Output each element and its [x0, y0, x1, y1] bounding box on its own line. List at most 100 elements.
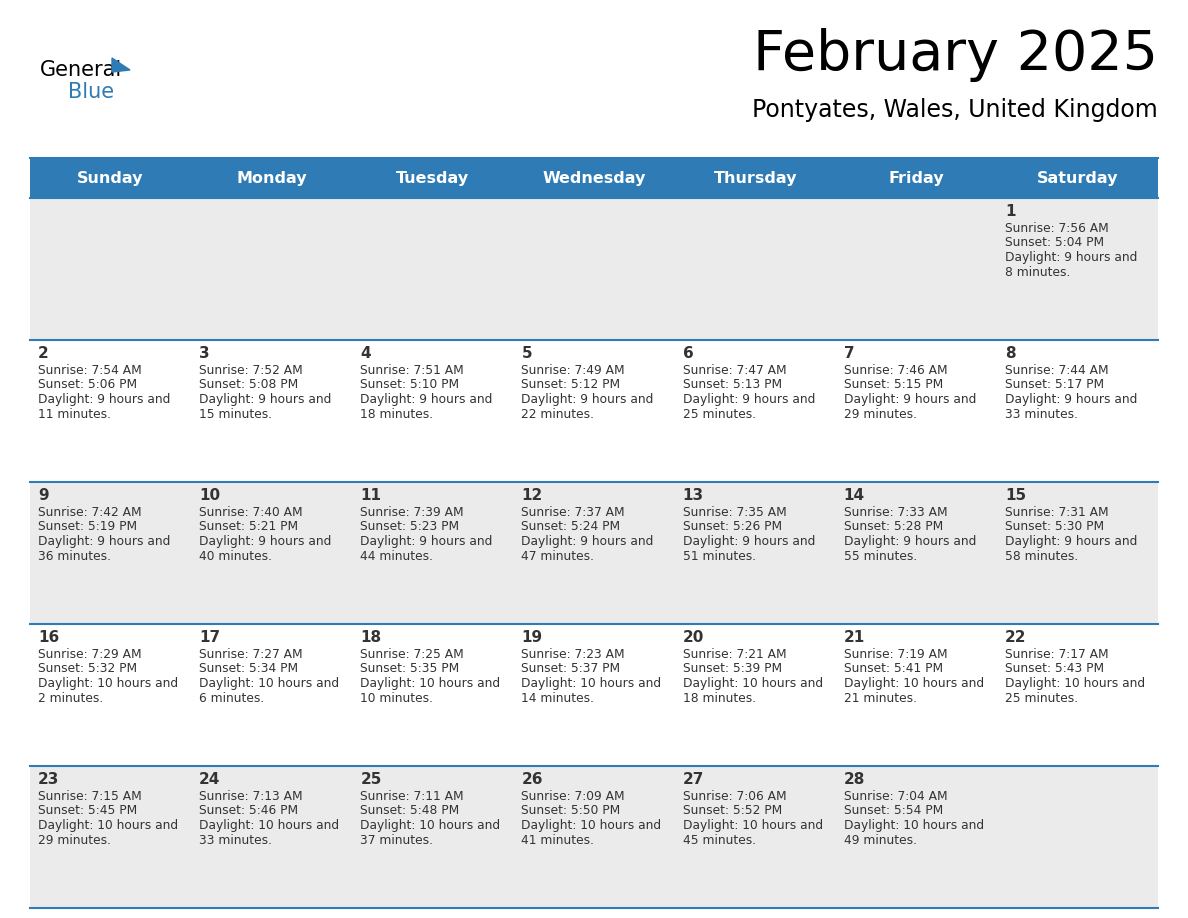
Text: Daylight: 10 hours and: Daylight: 10 hours and: [200, 677, 340, 690]
Text: Sunrise: 7:39 AM: Sunrise: 7:39 AM: [360, 506, 463, 519]
Text: Sunset: 5:43 PM: Sunset: 5:43 PM: [1005, 663, 1104, 676]
Text: 11: 11: [360, 488, 381, 503]
Text: Sunday: Sunday: [77, 171, 144, 185]
Text: 33 minutes.: 33 minutes.: [1005, 408, 1078, 420]
Text: Daylight: 10 hours and: Daylight: 10 hours and: [683, 677, 823, 690]
Text: 41 minutes.: 41 minutes.: [522, 834, 594, 846]
Text: Sunset: 5:06 PM: Sunset: 5:06 PM: [38, 378, 137, 391]
Text: Sunset: 5:24 PM: Sunset: 5:24 PM: [522, 521, 620, 533]
Text: Sunrise: 7:11 AM: Sunrise: 7:11 AM: [360, 790, 463, 803]
Text: 26: 26: [522, 772, 543, 787]
Text: Sunset: 5:54 PM: Sunset: 5:54 PM: [843, 804, 943, 818]
Text: Sunset: 5:37 PM: Sunset: 5:37 PM: [522, 663, 620, 676]
Text: Daylight: 9 hours and: Daylight: 9 hours and: [1005, 535, 1137, 548]
Text: Daylight: 10 hours and: Daylight: 10 hours and: [38, 819, 178, 832]
Text: 12: 12: [522, 488, 543, 503]
Text: Sunrise: 7:49 AM: Sunrise: 7:49 AM: [522, 364, 625, 377]
Text: Daylight: 9 hours and: Daylight: 9 hours and: [360, 393, 493, 406]
Text: Daylight: 9 hours and: Daylight: 9 hours and: [38, 535, 170, 548]
Text: Sunset: 5:28 PM: Sunset: 5:28 PM: [843, 521, 943, 533]
Text: 47 minutes.: 47 minutes.: [522, 550, 594, 563]
Text: Sunrise: 7:56 AM: Sunrise: 7:56 AM: [1005, 222, 1108, 235]
Text: 25 minutes.: 25 minutes.: [683, 408, 756, 420]
Text: Friday: Friday: [889, 171, 944, 185]
Text: 24: 24: [200, 772, 221, 787]
Bar: [30, 624, 1158, 766]
Text: Daylight: 10 hours and: Daylight: 10 hours and: [1005, 677, 1145, 690]
Text: Sunset: 5:21 PM: Sunset: 5:21 PM: [200, 521, 298, 533]
Text: 4: 4: [360, 346, 371, 361]
Text: February 2025: February 2025: [753, 28, 1158, 82]
Text: Daylight: 9 hours and: Daylight: 9 hours and: [522, 393, 653, 406]
Text: 6: 6: [683, 346, 694, 361]
Text: 25: 25: [360, 772, 381, 787]
Text: Sunset: 5:39 PM: Sunset: 5:39 PM: [683, 663, 782, 676]
Text: 25 minutes.: 25 minutes.: [1005, 691, 1078, 704]
Text: 14: 14: [843, 488, 865, 503]
Text: Sunset: 5:08 PM: Sunset: 5:08 PM: [200, 378, 298, 391]
Text: Sunrise: 7:35 AM: Sunrise: 7:35 AM: [683, 506, 786, 519]
Text: Sunset: 5:52 PM: Sunset: 5:52 PM: [683, 804, 782, 818]
Text: 33 minutes.: 33 minutes.: [200, 834, 272, 846]
Text: 22 minutes.: 22 minutes.: [522, 408, 594, 420]
Text: 40 minutes.: 40 minutes.: [200, 550, 272, 563]
Text: Sunrise: 7:19 AM: Sunrise: 7:19 AM: [843, 648, 947, 661]
Text: 13: 13: [683, 488, 703, 503]
Text: 2: 2: [38, 346, 49, 361]
Text: Sunset: 5:32 PM: Sunset: 5:32 PM: [38, 663, 137, 676]
Text: Sunrise: 7:47 AM: Sunrise: 7:47 AM: [683, 364, 786, 377]
Text: 18 minutes.: 18 minutes.: [360, 408, 434, 420]
Polygon shape: [112, 58, 129, 72]
Text: 44 minutes.: 44 minutes.: [360, 550, 434, 563]
Text: 10 minutes.: 10 minutes.: [360, 691, 434, 704]
Text: Sunset: 5:13 PM: Sunset: 5:13 PM: [683, 378, 782, 391]
Bar: [30, 766, 1158, 908]
Text: Sunrise: 7:54 AM: Sunrise: 7:54 AM: [38, 364, 141, 377]
Text: Daylight: 9 hours and: Daylight: 9 hours and: [360, 535, 493, 548]
Text: Pontyates, Wales, United Kingdom: Pontyates, Wales, United Kingdom: [752, 98, 1158, 122]
Text: Sunset: 5:26 PM: Sunset: 5:26 PM: [683, 521, 782, 533]
Text: Sunrise: 7:06 AM: Sunrise: 7:06 AM: [683, 790, 786, 803]
Text: 37 minutes.: 37 minutes.: [360, 834, 434, 846]
Text: Sunset: 5:48 PM: Sunset: 5:48 PM: [360, 804, 460, 818]
Text: Sunrise: 7:23 AM: Sunrise: 7:23 AM: [522, 648, 625, 661]
Text: 49 minutes.: 49 minutes.: [843, 834, 917, 846]
Text: Sunrise: 7:52 AM: Sunrise: 7:52 AM: [200, 364, 303, 377]
Text: Sunset: 5:15 PM: Sunset: 5:15 PM: [843, 378, 943, 391]
Text: Sunrise: 7:25 AM: Sunrise: 7:25 AM: [360, 648, 465, 661]
Text: Sunset: 5:50 PM: Sunset: 5:50 PM: [522, 804, 620, 818]
Text: Sunrise: 7:13 AM: Sunrise: 7:13 AM: [200, 790, 303, 803]
Text: 7: 7: [843, 346, 854, 361]
Text: 10: 10: [200, 488, 220, 503]
Bar: [30, 198, 1158, 340]
Text: Daylight: 10 hours and: Daylight: 10 hours and: [843, 677, 984, 690]
Text: 8 minutes.: 8 minutes.: [1005, 265, 1070, 278]
Text: Sunrise: 7:37 AM: Sunrise: 7:37 AM: [522, 506, 625, 519]
Text: Sunrise: 7:21 AM: Sunrise: 7:21 AM: [683, 648, 786, 661]
Text: 18 minutes.: 18 minutes.: [683, 691, 756, 704]
Text: Thursday: Thursday: [713, 171, 797, 185]
Text: Blue: Blue: [68, 82, 114, 102]
Text: Sunset: 5:23 PM: Sunset: 5:23 PM: [360, 521, 460, 533]
Text: Sunrise: 7:44 AM: Sunrise: 7:44 AM: [1005, 364, 1108, 377]
Text: 29 minutes.: 29 minutes.: [38, 834, 110, 846]
Text: 21 minutes.: 21 minutes.: [843, 691, 917, 704]
Text: Sunrise: 7:09 AM: Sunrise: 7:09 AM: [522, 790, 625, 803]
Text: 8: 8: [1005, 346, 1016, 361]
Text: Sunset: 5:10 PM: Sunset: 5:10 PM: [360, 378, 460, 391]
Text: 2 minutes.: 2 minutes.: [38, 691, 103, 704]
Text: Daylight: 10 hours and: Daylight: 10 hours and: [200, 819, 340, 832]
Text: Sunrise: 7:31 AM: Sunrise: 7:31 AM: [1005, 506, 1108, 519]
Text: Wednesday: Wednesday: [542, 171, 646, 185]
Text: Daylight: 9 hours and: Daylight: 9 hours and: [843, 393, 977, 406]
Text: Daylight: 9 hours and: Daylight: 9 hours and: [38, 393, 170, 406]
Text: Sunset: 5:34 PM: Sunset: 5:34 PM: [200, 663, 298, 676]
Text: 11 minutes.: 11 minutes.: [38, 408, 110, 420]
Text: Daylight: 9 hours and: Daylight: 9 hours and: [1005, 251, 1137, 264]
Bar: [30, 482, 1158, 624]
Text: 22: 22: [1005, 630, 1026, 645]
Text: Sunrise: 7:42 AM: Sunrise: 7:42 AM: [38, 506, 141, 519]
Text: Daylight: 9 hours and: Daylight: 9 hours and: [522, 535, 653, 548]
Text: 51 minutes.: 51 minutes.: [683, 550, 756, 563]
Text: 6 minutes.: 6 minutes.: [200, 691, 265, 704]
